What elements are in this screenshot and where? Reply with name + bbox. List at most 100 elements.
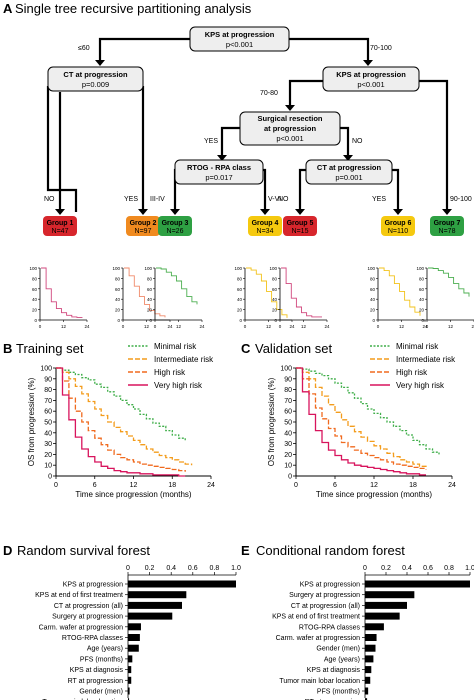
edge-label: YES bbox=[372, 196, 386, 203]
category-label: RTOG-RPA classes bbox=[299, 624, 361, 631]
bar bbox=[128, 623, 141, 631]
x-axis-label: Time since progression (months) bbox=[316, 490, 433, 499]
km-series-intermediate-risk bbox=[56, 367, 193, 466]
legend-validation: Minimal risk Intermediate risk High risk Ve… bbox=[370, 342, 456, 390]
panel-b-title: Training set bbox=[16, 341, 84, 356]
panel-d-title: Random survival forest bbox=[17, 543, 150, 558]
node-kps2-p: p<0.001 bbox=[357, 80, 384, 89]
edge-labels: ≤60 70-100 NO YES 70-80 90-100 YES NO II… bbox=[44, 45, 472, 203]
bar bbox=[365, 623, 384, 631]
km-series-high-risk bbox=[296, 367, 427, 470]
edge-label: 90-100 bbox=[450, 196, 472, 203]
mini-tick-label: 24 bbox=[84, 324, 90, 329]
km-chart-training: 0 10 20 30 40 50 60 70 80 90 100 0 6 12 18 24 Time since… bbox=[27, 366, 215, 500]
mini-tick-label: 100 bbox=[29, 266, 37, 271]
mini-tick-label: 40 bbox=[237, 297, 243, 302]
mini-tick-label: 40 bbox=[32, 297, 38, 302]
y-tick-label: 50 bbox=[44, 420, 52, 427]
mini-km-curve bbox=[41, 267, 83, 318]
category-label: KPS at diagnosis bbox=[70, 667, 124, 674]
group-name: Group 1 bbox=[47, 220, 74, 227]
mini-tick-label: 0 bbox=[426, 324, 429, 329]
y-tick-label: 50 bbox=[284, 420, 292, 427]
mini-tick-label: 0 bbox=[154, 324, 157, 329]
bar bbox=[128, 601, 182, 609]
edge-label: V-VI bbox=[268, 196, 281, 203]
tree-edge bbox=[298, 168, 306, 212]
group-box bbox=[381, 216, 415, 236]
edge-label: III-IV bbox=[150, 196, 165, 203]
category-label: KPS at progression bbox=[63, 582, 123, 589]
group-name: Group 4 bbox=[252, 220, 279, 227]
category-label: Surgery at progression bbox=[52, 614, 123, 621]
group-name: Group 3 bbox=[162, 220, 189, 227]
y-tick-label: 80 bbox=[44, 387, 52, 394]
bar-chart-rsf: 0 0.2 0.4 0.6 0.8 1.0 KPS at progression KPS at… bbox=[35, 565, 241, 700]
mini-tick-label: 80 bbox=[272, 276, 278, 281]
mini-tick-label: 0 bbox=[274, 318, 277, 323]
mini-tick-label: 40 bbox=[419, 297, 425, 302]
node-root-name: KPS at progression bbox=[205, 30, 275, 39]
mini-tick-label: 60 bbox=[147, 287, 153, 292]
node-surgery-name: Surgical resection bbox=[257, 114, 322, 123]
x-tick-label: 0.2 bbox=[381, 565, 391, 572]
bar bbox=[128, 591, 187, 599]
group-n: N=47 bbox=[52, 228, 69, 235]
y-tick-label: 60 bbox=[44, 409, 52, 416]
edge-label: NO bbox=[44, 196, 55, 203]
mini-tick-label: 24 bbox=[471, 324, 474, 329]
mini-tick-label: 0 bbox=[122, 324, 125, 329]
y-axis-label: OS from progression (%) bbox=[27, 377, 36, 466]
legend-label: Minimal risk bbox=[396, 342, 439, 351]
x-tick-label: 24 bbox=[207, 482, 215, 489]
category-label: Tumor main lobar location bbox=[279, 678, 360, 685]
mini-tick-label: 0 bbox=[149, 318, 152, 323]
panel-c-title: Validation set bbox=[255, 341, 332, 356]
mini-tick-label: 0 bbox=[421, 318, 424, 323]
mini-tick-label: 20 bbox=[272, 308, 278, 313]
x-tick-label: 18 bbox=[168, 482, 176, 489]
x-tick-label: 12 bbox=[370, 482, 378, 489]
mini-tick-label: 0 bbox=[117, 318, 120, 323]
category-label: CT at progression (all) bbox=[54, 603, 123, 610]
bar bbox=[365, 634, 377, 641]
mini-tick-label: 0 bbox=[372, 318, 375, 323]
panel-e-title: Conditional random forest bbox=[256, 543, 405, 558]
x-tick-label: 0.6 bbox=[423, 565, 433, 572]
mini-tick-label: 80 bbox=[115, 276, 121, 281]
bar bbox=[365, 591, 415, 599]
mini-tick-label: 80 bbox=[370, 276, 376, 281]
mini-tick-label: 0 bbox=[244, 324, 247, 329]
mini-tick-label: 20 bbox=[115, 308, 121, 313]
node-rtog-p: p=0.017 bbox=[205, 173, 232, 182]
mini-tick-label: 60 bbox=[370, 287, 376, 292]
group-n: N=97 bbox=[135, 228, 152, 235]
mini-tick-label: 80 bbox=[32, 276, 38, 281]
node-surgery: Surgical resection at progression p<0.00… bbox=[239, 111, 341, 146]
x-tick-label: 0 bbox=[54, 482, 58, 489]
category-label: KPS at progression bbox=[300, 582, 360, 589]
mini-tick-label: 0 bbox=[239, 318, 242, 323]
bar bbox=[365, 687, 369, 695]
panel-a-letter: A bbox=[3, 1, 13, 16]
y-tick-label: 90 bbox=[284, 376, 292, 383]
node-ct1-name: CT at progression bbox=[63, 70, 128, 79]
bar bbox=[128, 676, 132, 684]
group-name: Group 5 bbox=[287, 220, 314, 227]
bar-chart-crf: 0 0.2 0.4 0.6 0.8 1.0 KPS at progression Surger… bbox=[272, 565, 474, 700]
x-tick-label: 0.8 bbox=[444, 565, 454, 572]
bar bbox=[365, 580, 470, 588]
km-series-very-high-risk bbox=[56, 367, 186, 477]
y-tick-label: 40 bbox=[44, 430, 52, 437]
mini-tick-label: 100 bbox=[112, 266, 120, 271]
edge-label: 70-100 bbox=[370, 45, 392, 52]
x-tick-label: 12 bbox=[130, 482, 138, 489]
y-tick-label: 60 bbox=[284, 409, 292, 416]
edge-label: 70-80 bbox=[260, 90, 278, 97]
mini-tick-label: 40 bbox=[272, 297, 278, 302]
mini-km-curve bbox=[246, 267, 288, 318]
decision-tree bbox=[46, 37, 449, 212]
mini-tick-label: 20 bbox=[32, 308, 38, 313]
mini-tick-label: 60 bbox=[32, 287, 38, 292]
